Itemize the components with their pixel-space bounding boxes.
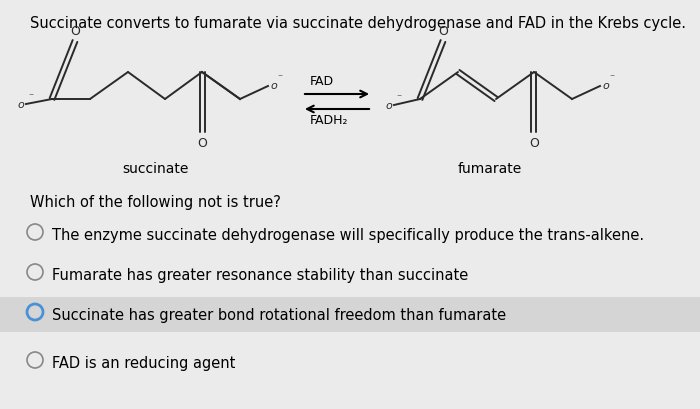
Text: o: o bbox=[270, 81, 276, 91]
Bar bbox=[0, 297, 700, 332]
Text: Succinate has greater bond rotational freedom than fumarate: Succinate has greater bond rotational fr… bbox=[52, 307, 506, 322]
Text: o: o bbox=[385, 101, 392, 111]
Text: O: O bbox=[197, 137, 207, 150]
Text: Which of the following not is true?: Which of the following not is true? bbox=[30, 195, 281, 209]
Text: The enzyme succinate dehydrogenase will specifically produce the trans-alkene.: The enzyme succinate dehydrogenase will … bbox=[52, 227, 644, 243]
Text: O: O bbox=[438, 25, 448, 38]
Text: FADH₂: FADH₂ bbox=[310, 114, 349, 127]
Text: ⁻: ⁻ bbox=[277, 73, 282, 83]
Text: Fumarate has greater resonance stability than succinate: Fumarate has greater resonance stability… bbox=[52, 267, 468, 282]
Text: FAD is an reducing agent: FAD is an reducing agent bbox=[52, 355, 235, 370]
Text: succinate: succinate bbox=[122, 162, 188, 175]
Text: ⁻: ⁻ bbox=[28, 92, 33, 102]
Text: ⁻: ⁻ bbox=[396, 93, 401, 103]
Text: FAD: FAD bbox=[310, 75, 334, 88]
Text: fumarate: fumarate bbox=[458, 162, 522, 175]
Text: O: O bbox=[70, 25, 80, 38]
Text: O: O bbox=[529, 137, 539, 150]
Text: ⁻: ⁻ bbox=[609, 73, 614, 83]
Text: Succinate converts to fumarate via succinate dehydrogenase and FAD in the Krebs : Succinate converts to fumarate via succi… bbox=[30, 16, 686, 31]
Text: o: o bbox=[18, 100, 24, 110]
Text: o: o bbox=[602, 81, 609, 91]
